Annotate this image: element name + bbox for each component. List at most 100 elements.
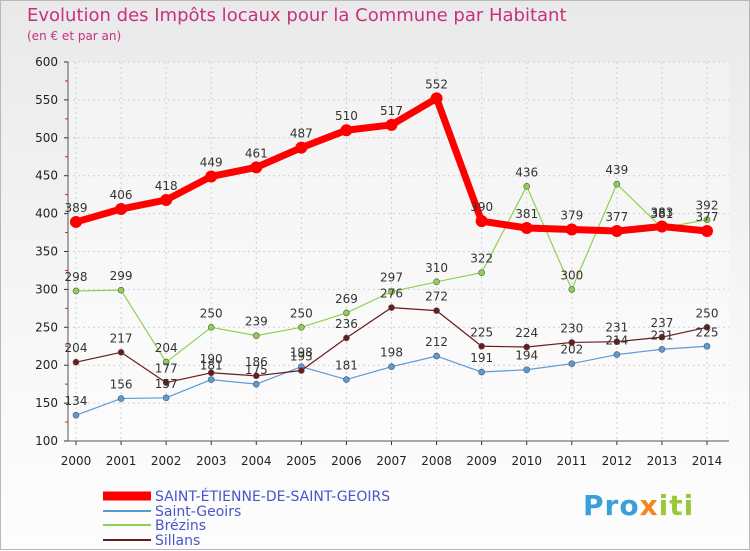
data-point bbox=[207, 376, 215, 383]
data-label: 392 bbox=[696, 199, 719, 213]
data-point bbox=[207, 369, 215, 377]
data-point bbox=[162, 394, 170, 402]
data-point bbox=[523, 343, 531, 351]
data-point bbox=[478, 342, 485, 350]
y-tick-label: 350 bbox=[35, 245, 58, 259]
legend: SAINT-ÉTIENNE-DE-SAINT-GEOIRSSaint-Geoir… bbox=[103, 488, 390, 549]
data-label: 231 bbox=[605, 321, 628, 335]
data-label: 198 bbox=[290, 346, 313, 360]
data-point bbox=[613, 351, 621, 358]
logo-part-x: x bbox=[639, 489, 659, 522]
data-label: 181 bbox=[200, 359, 223, 373]
logo-part-iti: iti bbox=[658, 489, 695, 522]
data-point bbox=[72, 411, 80, 419]
data-point bbox=[343, 376, 350, 383]
series-2 bbox=[72, 180, 711, 366]
x-tick-label: 2006 bbox=[331, 454, 362, 468]
data-label: 204 bbox=[65, 341, 88, 355]
data-point bbox=[433, 307, 440, 314]
data-label: 181 bbox=[335, 359, 358, 373]
y-tick-label: 150 bbox=[35, 396, 58, 410]
data-point bbox=[207, 323, 215, 331]
data-point bbox=[388, 363, 395, 371]
chart-title: Evolution des Impôts locaux pour la Comm… bbox=[27, 5, 567, 26]
data-point bbox=[475, 215, 488, 228]
data-point bbox=[72, 358, 80, 366]
data-label: 250 bbox=[200, 306, 223, 320]
data-label: 276 bbox=[380, 287, 403, 301]
data-label: 175 bbox=[245, 363, 268, 377]
data-point bbox=[160, 193, 173, 206]
data-point bbox=[388, 288, 395, 295]
x-tick-label: 2008 bbox=[421, 454, 452, 468]
data-label: 225 bbox=[696, 325, 719, 339]
data-label: 299 bbox=[110, 269, 133, 283]
data-label: 190 bbox=[200, 352, 223, 366]
data-point bbox=[298, 323, 305, 331]
legend-label: SAINT-ÉTIENNE-DE-SAINT-GEOIRS bbox=[155, 488, 390, 505]
data-point bbox=[523, 366, 531, 374]
legend-item-0: SAINT-ÉTIENNE-DE-SAINT-GEOIRS bbox=[103, 488, 390, 505]
data-label: 237 bbox=[650, 316, 673, 330]
data-point bbox=[117, 349, 125, 356]
y-tick-label: 550 bbox=[35, 93, 58, 107]
data-label: 198 bbox=[380, 346, 403, 360]
y-tick-label: 500 bbox=[35, 131, 58, 145]
logo-part-pro: Pro bbox=[583, 489, 640, 522]
x-tick-label: 2013 bbox=[647, 454, 678, 468]
data-point bbox=[343, 334, 350, 342]
data-label: 236 bbox=[335, 317, 358, 331]
data-point bbox=[568, 360, 576, 367]
series-0 bbox=[70, 92, 713, 238]
data-label: 204 bbox=[155, 341, 178, 355]
data-label: 297 bbox=[380, 271, 403, 285]
data-point bbox=[658, 333, 666, 341]
data-point bbox=[703, 216, 711, 223]
data-label: 510 bbox=[335, 109, 358, 123]
y-tick-label: 400 bbox=[35, 207, 58, 221]
data-point bbox=[565, 223, 578, 236]
data-point bbox=[568, 286, 576, 293]
legend-label: Sillans bbox=[155, 533, 200, 549]
proxiti-logo: Proxiti bbox=[583, 489, 694, 522]
data-label: 461 bbox=[245, 146, 268, 160]
y-tick-label: 300 bbox=[35, 282, 58, 296]
data-label: 214 bbox=[605, 334, 628, 348]
axis-layer: 100 150 200 250 300 350 400 450 500 550 600 2000 200… bbox=[35, 55, 729, 468]
data-label: 381 bbox=[515, 207, 538, 221]
data-label: 436 bbox=[515, 165, 538, 179]
data-label: 377 bbox=[605, 210, 628, 224]
x-tick-label: 2004 bbox=[241, 454, 272, 468]
series-layer bbox=[70, 92, 713, 419]
y-tick-label: 450 bbox=[35, 169, 58, 183]
data-label: 377 bbox=[696, 210, 719, 224]
legend-item-2: Brézins bbox=[103, 518, 206, 534]
data-label: 300 bbox=[560, 268, 583, 282]
x-tick-label: 2014 bbox=[692, 454, 723, 468]
data-point bbox=[117, 286, 125, 294]
data-label: 177 bbox=[155, 362, 178, 376]
x-tick-label: 2011 bbox=[557, 454, 588, 468]
x-tick-label: 2010 bbox=[511, 454, 542, 468]
data-point bbox=[388, 304, 395, 311]
data-label: 298 bbox=[65, 270, 88, 284]
data-point bbox=[343, 309, 350, 317]
y-tick-label: 250 bbox=[35, 320, 58, 334]
data-point bbox=[72, 287, 80, 295]
data-label: 194 bbox=[515, 349, 538, 363]
data-label: 186 bbox=[245, 355, 268, 369]
data-point bbox=[162, 358, 170, 366]
data-point bbox=[701, 225, 713, 238]
data-point bbox=[523, 183, 531, 190]
data-label: 250 bbox=[696, 306, 719, 320]
legend-label: Saint-Geoirs bbox=[155, 504, 241, 520]
data-point bbox=[610, 225, 623, 238]
data-label: 381 bbox=[650, 207, 673, 221]
data-point bbox=[252, 332, 260, 339]
data-point bbox=[385, 118, 398, 131]
data-point bbox=[433, 352, 440, 360]
data-point bbox=[252, 372, 260, 380]
data-point bbox=[433, 278, 440, 286]
